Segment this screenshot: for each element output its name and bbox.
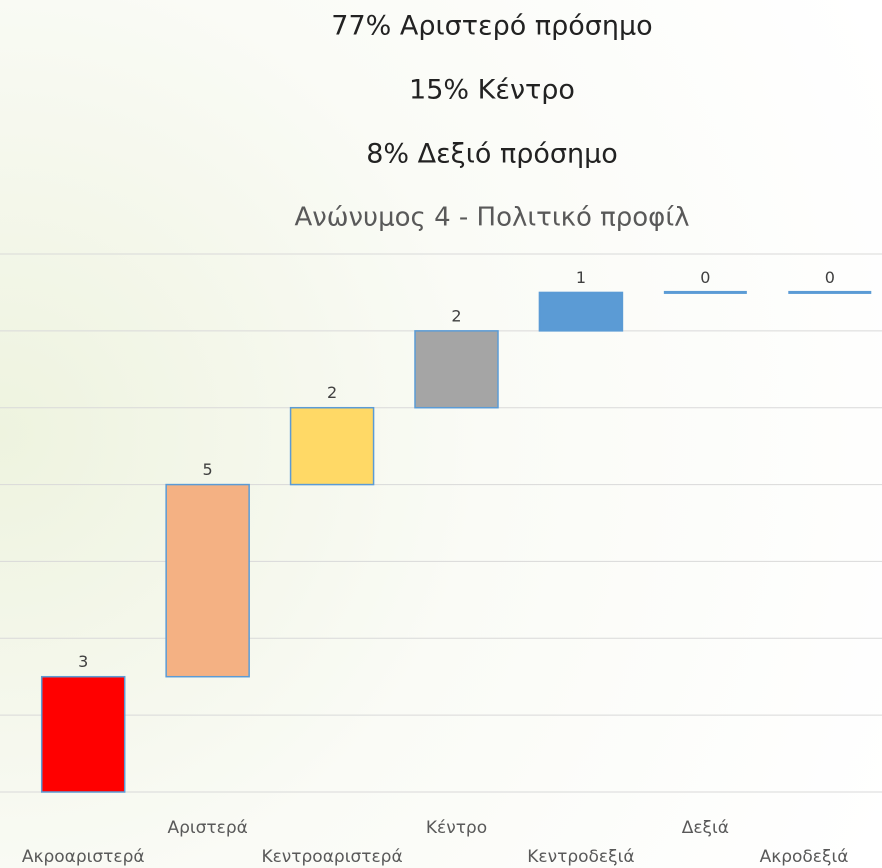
bar xyxy=(788,290,872,294)
x-tick-label: Ακροδεξιά xyxy=(760,847,849,867)
data-label: 0 xyxy=(700,268,710,287)
bar xyxy=(663,290,747,294)
data-label: 1 xyxy=(576,268,586,287)
annotation: 15% Κέντρο xyxy=(409,75,575,106)
chart-title: Ανώνυμος 4 - Πολιτικό προφίλ xyxy=(294,203,689,233)
bar xyxy=(538,291,624,332)
x-tick-label: Ακροαριστερά xyxy=(22,847,145,867)
x-tick-label: Αριστερά xyxy=(167,818,247,838)
x-tick-label: Κέντρο xyxy=(426,818,487,838)
data-label: 2 xyxy=(451,306,461,325)
data-label: 5 xyxy=(203,460,213,479)
x-tick-label: Δεξιά xyxy=(682,818,729,838)
annotation: 8% Δεξιό πρόσημο xyxy=(366,139,618,170)
data-label: 0 xyxy=(825,268,835,287)
bar xyxy=(414,330,499,409)
annotation: 77% Αριστερό πρόσημο xyxy=(331,11,652,42)
data-label: 3 xyxy=(78,652,88,671)
bar xyxy=(289,406,375,486)
x-tick-label: Κεντροαριστερά xyxy=(261,847,402,867)
x-tick-label: Κεντροδεξιά xyxy=(527,847,634,867)
bar xyxy=(40,675,126,793)
data-label: 2 xyxy=(327,383,337,402)
bar xyxy=(165,483,250,678)
